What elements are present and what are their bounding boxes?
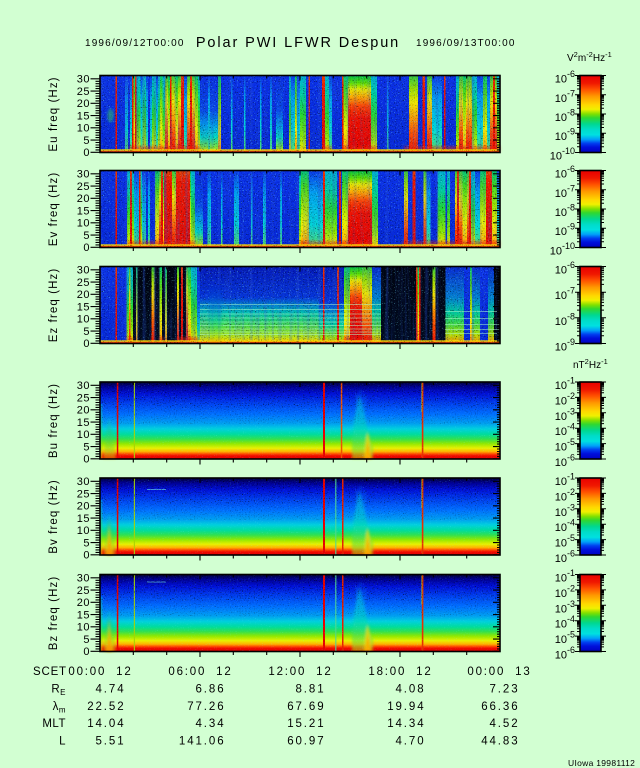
svg-text:25: 25 bbox=[77, 277, 90, 289]
svg-text:30: 30 bbox=[77, 169, 90, 181]
svg-text:6.86: 6.86 bbox=[196, 684, 226, 696]
svg-text:5: 5 bbox=[83, 537, 90, 549]
svg-text:4.74: 4.74 bbox=[96, 684, 126, 696]
svg-text:15: 15 bbox=[77, 609, 90, 621]
svg-text:30: 30 bbox=[77, 74, 90, 86]
svg-text:10: 10 bbox=[77, 429, 90, 441]
svg-text:0: 0 bbox=[83, 454, 90, 466]
svg-text:Ev freq (Hz): Ev freq (Hz) bbox=[48, 172, 60, 247]
svg-text:22.52: 22.52 bbox=[87, 701, 125, 713]
svg-text:60.97: 60.97 bbox=[287, 736, 325, 748]
svg-text:19.94: 19.94 bbox=[387, 701, 425, 713]
svg-text:Bv freq (Hz): Bv freq (Hz) bbox=[48, 479, 60, 554]
svg-text:10: 10 bbox=[77, 218, 90, 230]
svg-text:20: 20 bbox=[77, 98, 90, 110]
svg-text:15: 15 bbox=[77, 513, 90, 525]
svg-text:20: 20 bbox=[77, 405, 90, 417]
svg-text:4.70: 4.70 bbox=[396, 736, 426, 748]
svg-text:1996/09/13T00:00: 1996/09/13T00:00 bbox=[416, 38, 516, 49]
svg-text:06:00 12: 06:00 12 bbox=[168, 666, 232, 678]
svg-text:20: 20 bbox=[77, 501, 90, 513]
svg-text:Bz freq (Hz): Bz freq (Hz) bbox=[48, 576, 60, 651]
svg-text:30: 30 bbox=[77, 380, 90, 392]
svg-text:Polar PWI LFWR Despun: Polar PWI LFWR Despun bbox=[196, 35, 400, 51]
svg-text:67.69: 67.69 bbox=[287, 701, 325, 713]
svg-text:4.08: 4.08 bbox=[396, 684, 426, 696]
svg-text:00:00 13: 00:00 13 bbox=[467, 666, 531, 678]
svg-text:44.83: 44.83 bbox=[481, 736, 519, 748]
svg-text:30: 30 bbox=[77, 476, 90, 488]
svg-text:5: 5 bbox=[83, 634, 90, 646]
svg-text:MLT: MLT bbox=[42, 718, 66, 730]
svg-text:5: 5 bbox=[83, 230, 90, 242]
svg-text:14.34: 14.34 bbox=[387, 718, 425, 730]
svg-text:15: 15 bbox=[77, 110, 90, 122]
svg-text:L: L bbox=[59, 736, 66, 748]
svg-text:Ez freq (Hz): Ez freq (Hz) bbox=[48, 268, 60, 343]
svg-text:5.51: 5.51 bbox=[96, 736, 126, 748]
svg-text:25: 25 bbox=[77, 86, 90, 98]
svg-text:10: 10 bbox=[77, 622, 90, 634]
svg-text:30: 30 bbox=[77, 265, 90, 277]
svg-text:0: 0 bbox=[83, 550, 90, 562]
svg-text:V2m-2Hz-1: V2m-2Hz-1 bbox=[567, 50, 612, 64]
svg-text:0: 0 bbox=[83, 338, 90, 350]
svg-text:4.52: 4.52 bbox=[490, 718, 520, 730]
svg-text:15: 15 bbox=[77, 417, 90, 429]
svg-text:25: 25 bbox=[77, 585, 90, 597]
svg-text:5: 5 bbox=[83, 135, 90, 147]
svg-text:Bu freq (Hz): Bu freq (Hz) bbox=[48, 383, 60, 458]
svg-text:15.21: 15.21 bbox=[287, 718, 325, 730]
svg-text:20: 20 bbox=[77, 597, 90, 609]
svg-text:0: 0 bbox=[83, 646, 90, 658]
svg-text:18:00 12: 18:00 12 bbox=[368, 666, 432, 678]
svg-text:25: 25 bbox=[77, 392, 90, 404]
svg-text:5: 5 bbox=[83, 326, 90, 338]
svg-text:14.04: 14.04 bbox=[87, 718, 125, 730]
svg-text:141.06: 141.06 bbox=[179, 736, 226, 748]
svg-text:10: 10 bbox=[77, 314, 90, 326]
svg-text:0: 0 bbox=[83, 147, 90, 159]
svg-text:UIowa 19981112: UIowa 19981112 bbox=[568, 758, 635, 768]
svg-text:SCET: SCET bbox=[33, 666, 67, 678]
svg-text:10: 10 bbox=[77, 123, 90, 135]
svg-text:Eu freq (Hz): Eu freq (Hz) bbox=[48, 76, 60, 151]
svg-text:7.23: 7.23 bbox=[490, 684, 520, 696]
svg-text:66.36: 66.36 bbox=[481, 701, 519, 713]
svg-text:15: 15 bbox=[77, 301, 90, 313]
svg-text:00:00 12: 00:00 12 bbox=[68, 666, 132, 678]
svg-text:nT2Hz-1: nT2Hz-1 bbox=[573, 357, 608, 371]
svg-text:20: 20 bbox=[77, 289, 90, 301]
svg-text:0: 0 bbox=[83, 242, 90, 254]
svg-text:30: 30 bbox=[77, 573, 90, 585]
svg-text:4.34: 4.34 bbox=[196, 718, 226, 730]
svg-text:12:00 12: 12:00 12 bbox=[268, 666, 332, 678]
svg-text:8.81: 8.81 bbox=[296, 684, 326, 696]
svg-text:25: 25 bbox=[77, 181, 90, 193]
svg-text:25: 25 bbox=[77, 488, 90, 500]
svg-text:5: 5 bbox=[83, 441, 90, 453]
svg-text:20: 20 bbox=[77, 193, 90, 205]
svg-text:1996/09/12T00:00: 1996/09/12T00:00 bbox=[85, 38, 185, 49]
svg-text:10: 10 bbox=[77, 525, 90, 537]
svg-text:15: 15 bbox=[77, 205, 90, 217]
svg-text:77.26: 77.26 bbox=[187, 701, 225, 713]
